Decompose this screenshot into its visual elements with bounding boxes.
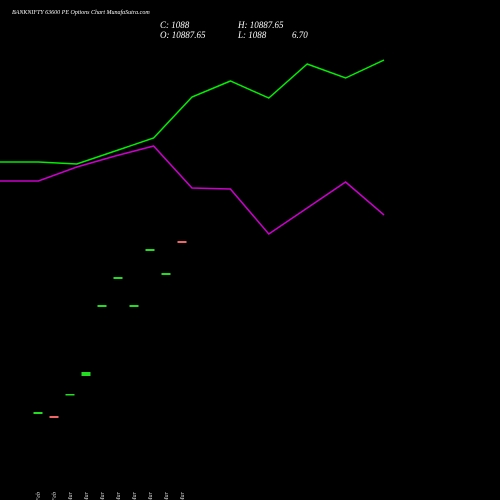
candle-body xyxy=(113,277,123,279)
x-tick-label: 03 Mar xyxy=(68,491,74,500)
x-tick-label: 19 Mar xyxy=(132,491,138,500)
candle-body xyxy=(33,412,43,414)
x-tick-label: 24 Mar xyxy=(147,491,154,500)
low-info: L: 1088 xyxy=(237,30,267,40)
candle-body xyxy=(161,273,171,275)
indicator-line xyxy=(0,145,385,235)
candle-body xyxy=(177,241,187,243)
candle-body xyxy=(129,305,139,307)
x-tick-label: 25 Mar xyxy=(164,491,170,500)
close-info: C: 1088 xyxy=(160,20,190,30)
x-tick-label: 13 Mar xyxy=(116,491,122,500)
x-tick-label: 24 Feb xyxy=(51,492,58,500)
candle-body xyxy=(97,305,107,307)
change-info: 6.70 xyxy=(292,30,308,40)
x-tick-label: 27 Mar xyxy=(180,491,186,500)
candle-body xyxy=(49,416,59,418)
open-info: O: 10887.65 xyxy=(160,30,206,40)
indicator-line xyxy=(0,59,385,165)
x-tick-label: 17 Feb xyxy=(36,492,42,500)
x-tick-label: 12 Mar xyxy=(100,491,106,500)
candle-body xyxy=(65,394,75,396)
x-tick-label: 04 Mar xyxy=(83,491,90,500)
candle-body xyxy=(145,249,155,251)
chart-title: BANKNIFTY 63600 PE Options Chart MunafaS… xyxy=(12,9,150,16)
high-info: H: 10887.65 xyxy=(237,20,284,30)
candle-body xyxy=(81,372,91,376)
